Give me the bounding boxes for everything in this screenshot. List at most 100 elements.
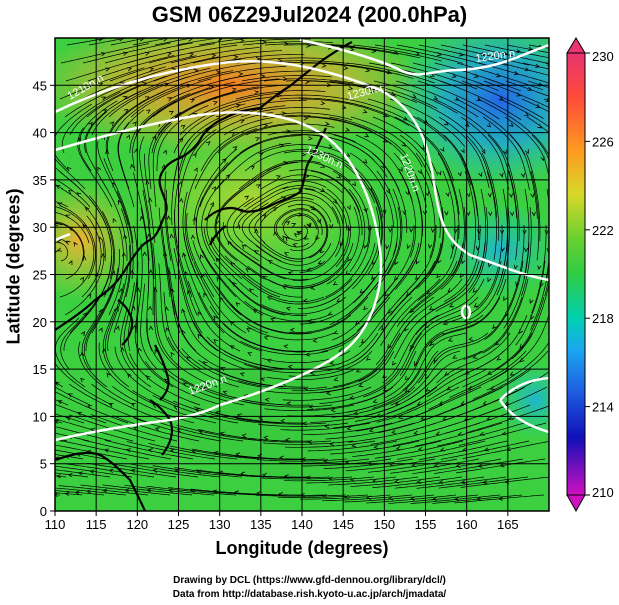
streamline-arrow bbox=[488, 211, 493, 217]
streamline-arrow bbox=[272, 207, 278, 212]
streamline-arrow bbox=[404, 375, 410, 381]
streamline bbox=[240, 474, 331, 479]
streamline bbox=[298, 260, 370, 309]
streamline bbox=[83, 287, 114, 370]
streamline bbox=[98, 342, 157, 406]
streamline-arrow bbox=[351, 181, 357, 187]
streamline-arrow bbox=[401, 142, 406, 147]
streamline bbox=[462, 332, 533, 388]
streamline-arrow bbox=[477, 463, 483, 468]
streamline-arrow bbox=[529, 299, 534, 304]
streamline bbox=[146, 485, 237, 496]
streamline-arrow bbox=[131, 305, 136, 311]
streamline-arrow bbox=[105, 149, 110, 155]
colorbar-tick-label: 222 bbox=[592, 223, 614, 238]
streamline bbox=[415, 278, 485, 335]
streamline-arrow bbox=[363, 305, 368, 311]
streamline-arrow bbox=[395, 446, 401, 451]
streamline bbox=[55, 184, 64, 190]
streamline-arrow bbox=[211, 53, 217, 58]
x-axis-label: Longitude (degrees) bbox=[215, 538, 389, 558]
streamline-arrow bbox=[308, 136, 313, 141]
streamline bbox=[433, 314, 506, 365]
streamline-arrow bbox=[193, 167, 198, 173]
streamline-arrow bbox=[386, 188, 390, 194]
streamline-arrow bbox=[404, 388, 410, 393]
streamline bbox=[319, 368, 400, 404]
streamline bbox=[182, 309, 246, 370]
streamline bbox=[112, 415, 200, 442]
streamline bbox=[216, 286, 291, 334]
streamline-arrow bbox=[189, 52, 195, 57]
streamline bbox=[348, 422, 437, 443]
streamline bbox=[55, 487, 127, 496]
streamline-arrow bbox=[264, 397, 270, 402]
streamline bbox=[506, 224, 525, 313]
streamline-arrow bbox=[283, 344, 289, 349]
streamline-arrow bbox=[289, 327, 295, 333]
streamline-arrow bbox=[305, 352, 310, 357]
streamline bbox=[241, 438, 332, 443]
streamline bbox=[281, 213, 319, 252]
streamline-arrow bbox=[105, 67, 111, 72]
streamline-arrow bbox=[267, 259, 273, 265]
streamline-arrow bbox=[278, 492, 283, 497]
streamline-arrow bbox=[235, 103, 241, 108]
streamline bbox=[135, 87, 211, 136]
streamline bbox=[464, 170, 476, 260]
streamline-arrow bbox=[285, 221, 291, 226]
streamline-arrow bbox=[144, 96, 150, 101]
streamline bbox=[486, 170, 497, 260]
streamline bbox=[241, 75, 332, 82]
streamline bbox=[466, 405, 549, 434]
streamline-arrow bbox=[499, 172, 504, 178]
streamline bbox=[326, 206, 360, 285]
streamline-arrow bbox=[117, 199, 122, 205]
streamline-arrow bbox=[166, 52, 172, 57]
streamline bbox=[418, 440, 508, 461]
streamline bbox=[228, 278, 308, 316]
streamline-arrow bbox=[205, 141, 211, 146]
streamline bbox=[195, 219, 237, 298]
streamline bbox=[174, 86, 260, 118]
streamline-arrow bbox=[270, 317, 276, 322]
streamline bbox=[324, 62, 414, 79]
streamline-arrow bbox=[444, 371, 449, 376]
streamline-arrow bbox=[350, 477, 355, 482]
streamline-arrow bbox=[122, 51, 128, 56]
streamline-arrow bbox=[464, 416, 470, 421]
streamline bbox=[55, 413, 85, 424]
streamline-arrow bbox=[424, 191, 429, 197]
y-tick-label: 5 bbox=[40, 457, 47, 472]
streamline-arrow bbox=[445, 192, 450, 198]
streamline bbox=[323, 98, 410, 127]
streamline bbox=[553, 171, 555, 180]
streamline-arrow bbox=[437, 170, 442, 176]
streamline bbox=[130, 78, 212, 118]
streamline-arrow bbox=[527, 86, 533, 91]
streamline bbox=[144, 153, 156, 244]
streamline bbox=[283, 214, 317, 241]
streamline bbox=[91, 383, 173, 424]
streamline bbox=[131, 56, 219, 82]
streamline-arrow bbox=[82, 255, 87, 261]
streamline bbox=[371, 152, 408, 233]
streamline bbox=[117, 122, 135, 208]
streamline bbox=[417, 332, 489, 384]
streamline bbox=[306, 476, 397, 484]
streamline-arrow bbox=[437, 258, 442, 264]
streamline-arrow bbox=[282, 235, 287, 241]
streamline bbox=[214, 188, 242, 262]
streamline-arrow bbox=[191, 234, 196, 240]
streamline bbox=[455, 98, 526, 155]
x-tick-label: 135 bbox=[250, 517, 272, 532]
x-tick-label: 140 bbox=[291, 517, 313, 532]
streamline-arrow bbox=[506, 447, 511, 452]
streamline bbox=[284, 476, 375, 482]
streamline-arrow bbox=[415, 259, 420, 265]
streamline-arrow bbox=[254, 90, 260, 95]
streamline-arrow bbox=[285, 437, 290, 442]
streamline bbox=[374, 440, 464, 459]
streamline bbox=[263, 440, 354, 445]
streamline bbox=[55, 465, 133, 478]
